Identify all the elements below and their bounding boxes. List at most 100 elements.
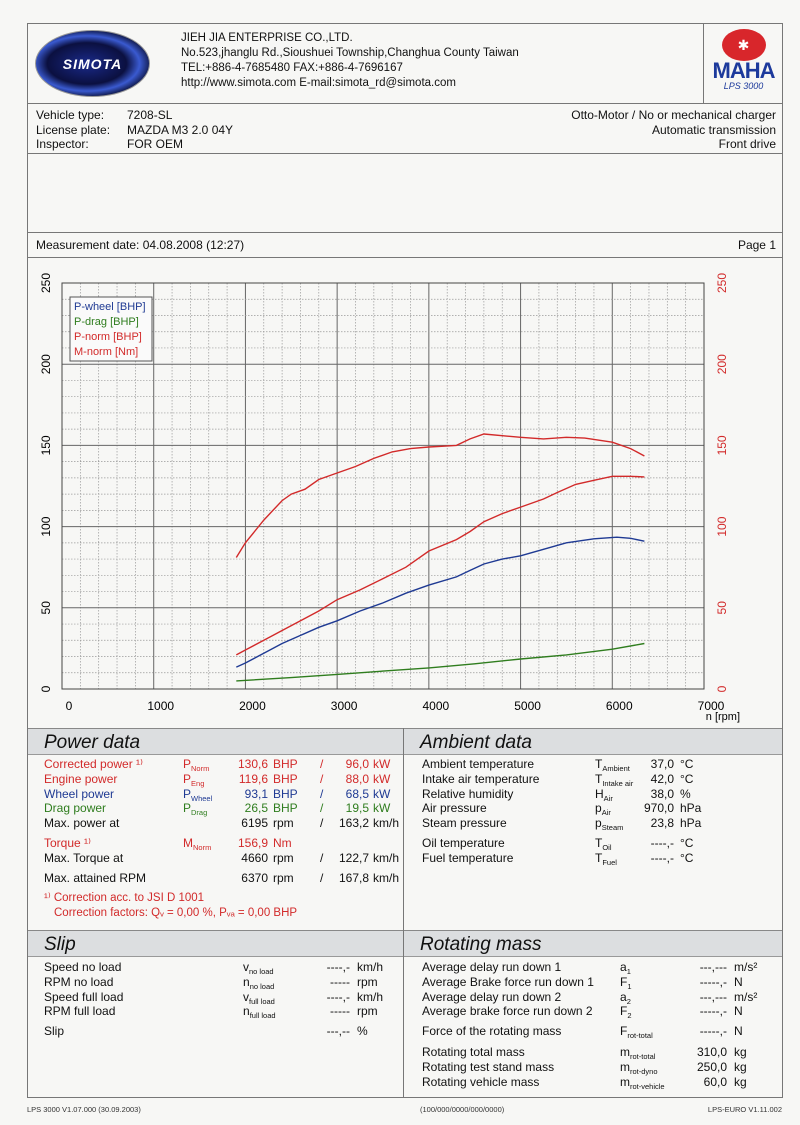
x-tick-label: 7000 <box>698 699 725 713</box>
rotating-label: Average delay run down 2 <box>422 990 562 1004</box>
symbol-subscript: rot-vehicle <box>630 1082 665 1091</box>
separator: / <box>320 787 324 801</box>
footer-version-right: LPS-EURO V1.11.002 <box>707 1105 782 1114</box>
column-divider <box>403 728 404 1097</box>
inspector-label: Inspector: <box>36 137 89 151</box>
ambient-value: 42,0 <box>650 772 674 786</box>
power-label: Wheel power <box>44 787 115 801</box>
y-tick-label: 100 <box>39 516 53 536</box>
power-data-heading: Power data <box>28 728 403 755</box>
vehicle-labels: Vehicle type: License plate: Inspector: <box>36 108 110 152</box>
rotating-label: Rotating test stand mass <box>422 1060 555 1074</box>
power-value-2: 122,7 <box>338 851 369 865</box>
ambient-unit: hPa <box>680 816 702 830</box>
ambient-unit: °C <box>680 851 694 865</box>
logo-text: SIMOTA <box>62 55 123 72</box>
slip-unit: % <box>357 1024 368 1038</box>
symbol-subscript: Eng <box>191 779 205 788</box>
power-symbol: PWheel <box>183 787 213 803</box>
series-line-m-norm <box>235 433 645 558</box>
symbol-subscript: Fuel <box>602 858 617 867</box>
symbol-subscript: rot-total <box>627 1031 653 1040</box>
rotating-label: Average delay run down 1 <box>422 960 562 974</box>
power-value-2 <box>325 836 369 851</box>
symbol-subscript: rot-dyno <box>630 1067 658 1076</box>
y2-tick-label: 150 <box>715 435 729 455</box>
y-tick-label: 50 <box>39 601 53 615</box>
power-value-2: 167,8 <box>338 871 369 885</box>
slip-label: Slip <box>44 1024 65 1038</box>
power-label: Engine power <box>44 772 118 786</box>
symbol-subscript: Norm <box>193 843 212 852</box>
power-unit-2: kW <box>373 787 391 801</box>
power-value-2: 96,0 <box>345 757 369 771</box>
ambient-unit: °C <box>680 772 694 786</box>
x-tick-label: 6000 <box>606 699 633 713</box>
power-label: Max. attained RPM <box>44 871 147 885</box>
separator: / <box>320 757 324 771</box>
engine-type: Otto-Motor / No or mechanical charger <box>571 108 776 122</box>
rotating-symbol: a2 <box>620 990 631 1006</box>
power-value-2: 88,0 <box>345 772 369 786</box>
ambient-unit: hPa <box>680 801 702 815</box>
x-tick-label: 5000 <box>514 699 541 713</box>
separator: / <box>320 772 324 786</box>
power-value: 119,6 <box>238 772 268 786</box>
slip-unit: rpm <box>357 975 378 989</box>
slip-label: RPM full load <box>44 1004 116 1018</box>
symbol-subscript: 2 <box>627 1011 632 1020</box>
ambient-symbol: pSteam <box>595 816 624 832</box>
y-tick-label: 200 <box>39 354 53 374</box>
rotating-mass-heading: Rotating mass <box>404 930 782 957</box>
rotating-symbol: mrot-dyno <box>620 1060 658 1076</box>
divider <box>27 103 783 104</box>
power-value: 156,9 <box>237 836 268 850</box>
symbol-subscript: Ambient <box>602 764 630 773</box>
rotating-value: 250,0 <box>696 1060 727 1074</box>
measurement-date: Measurement date: 04.08.2008 (12:27) <box>36 238 245 252</box>
symbol-subscript: Oil <box>602 843 612 852</box>
series-line-p-drag <box>236 642 645 682</box>
symbol-subscript: Drag <box>191 808 208 817</box>
power-label: Torque ¹⁾ <box>44 836 91 850</box>
ambient-value: ----,- <box>650 836 674 850</box>
footer-code: (100/000/0000/000/0000) <box>420 1105 505 1114</box>
rotating-value: -----,- <box>699 1004 727 1018</box>
company-info: JIEH JIA ENTERPRISE CO.,LTD. No.523,jhan… <box>181 31 519 91</box>
ambient-label: Intake air temperature <box>422 772 540 786</box>
inspector-value: FOR OEM <box>127 137 183 151</box>
slip-value: ----- <box>330 975 350 989</box>
y2-tick-label: 250 <box>715 273 729 293</box>
transmission: Automatic transmission <box>651 122 776 137</box>
plot-border <box>61 282 705 690</box>
ambient-value: 970,0 <box>643 801 674 815</box>
slip-symbol: nno load <box>243 975 275 991</box>
slip-label: Speed no load <box>44 960 122 974</box>
y-tick-label: 150 <box>39 435 53 455</box>
y2-tick-label: 200 <box>715 354 729 374</box>
ambient-symbol: TFuel <box>595 851 617 867</box>
ambient-symbol: TAmbient <box>595 757 630 773</box>
symbol-subscript: 1 <box>627 982 632 991</box>
legend-entry: P-wheel [BHP] <box>74 301 146 313</box>
power-unit-2: km/h <box>373 851 400 865</box>
maha-logo: ✱ MAHA LPS 3000 <box>703 23 783 103</box>
company-web: http://www.simota.com E-mail:simota_rd@s… <box>181 77 456 89</box>
ambient-value: 38,0 <box>650 787 674 801</box>
power-unit: BHP <box>273 801 298 815</box>
vehicle-values: 7208-SL MAZDA M3 2.0 04Y FOR OEM <box>127 108 233 152</box>
series-line-p-norm <box>235 475 645 656</box>
divider <box>27 232 783 233</box>
rotating-unit: m/s² <box>734 990 758 1004</box>
y2-tick-label: 0 <box>715 685 729 692</box>
rotating-symbol: F2 <box>620 1004 632 1020</box>
slip-symbol: vno load <box>243 960 274 976</box>
company-phone: TEL:+886-4-7685480 FAX:+886-4-7696167 <box>181 62 403 74</box>
power-unit: BHP <box>273 757 298 771</box>
power-value: 93,1 <box>244 787 268 801</box>
symbol-subscript: Intake air <box>602 779 634 788</box>
ambient-symbol: TIntake air <box>595 772 634 788</box>
power-value: 4660 <box>241 851 268 865</box>
legend-entry: P-drag [BHP] <box>74 316 139 328</box>
